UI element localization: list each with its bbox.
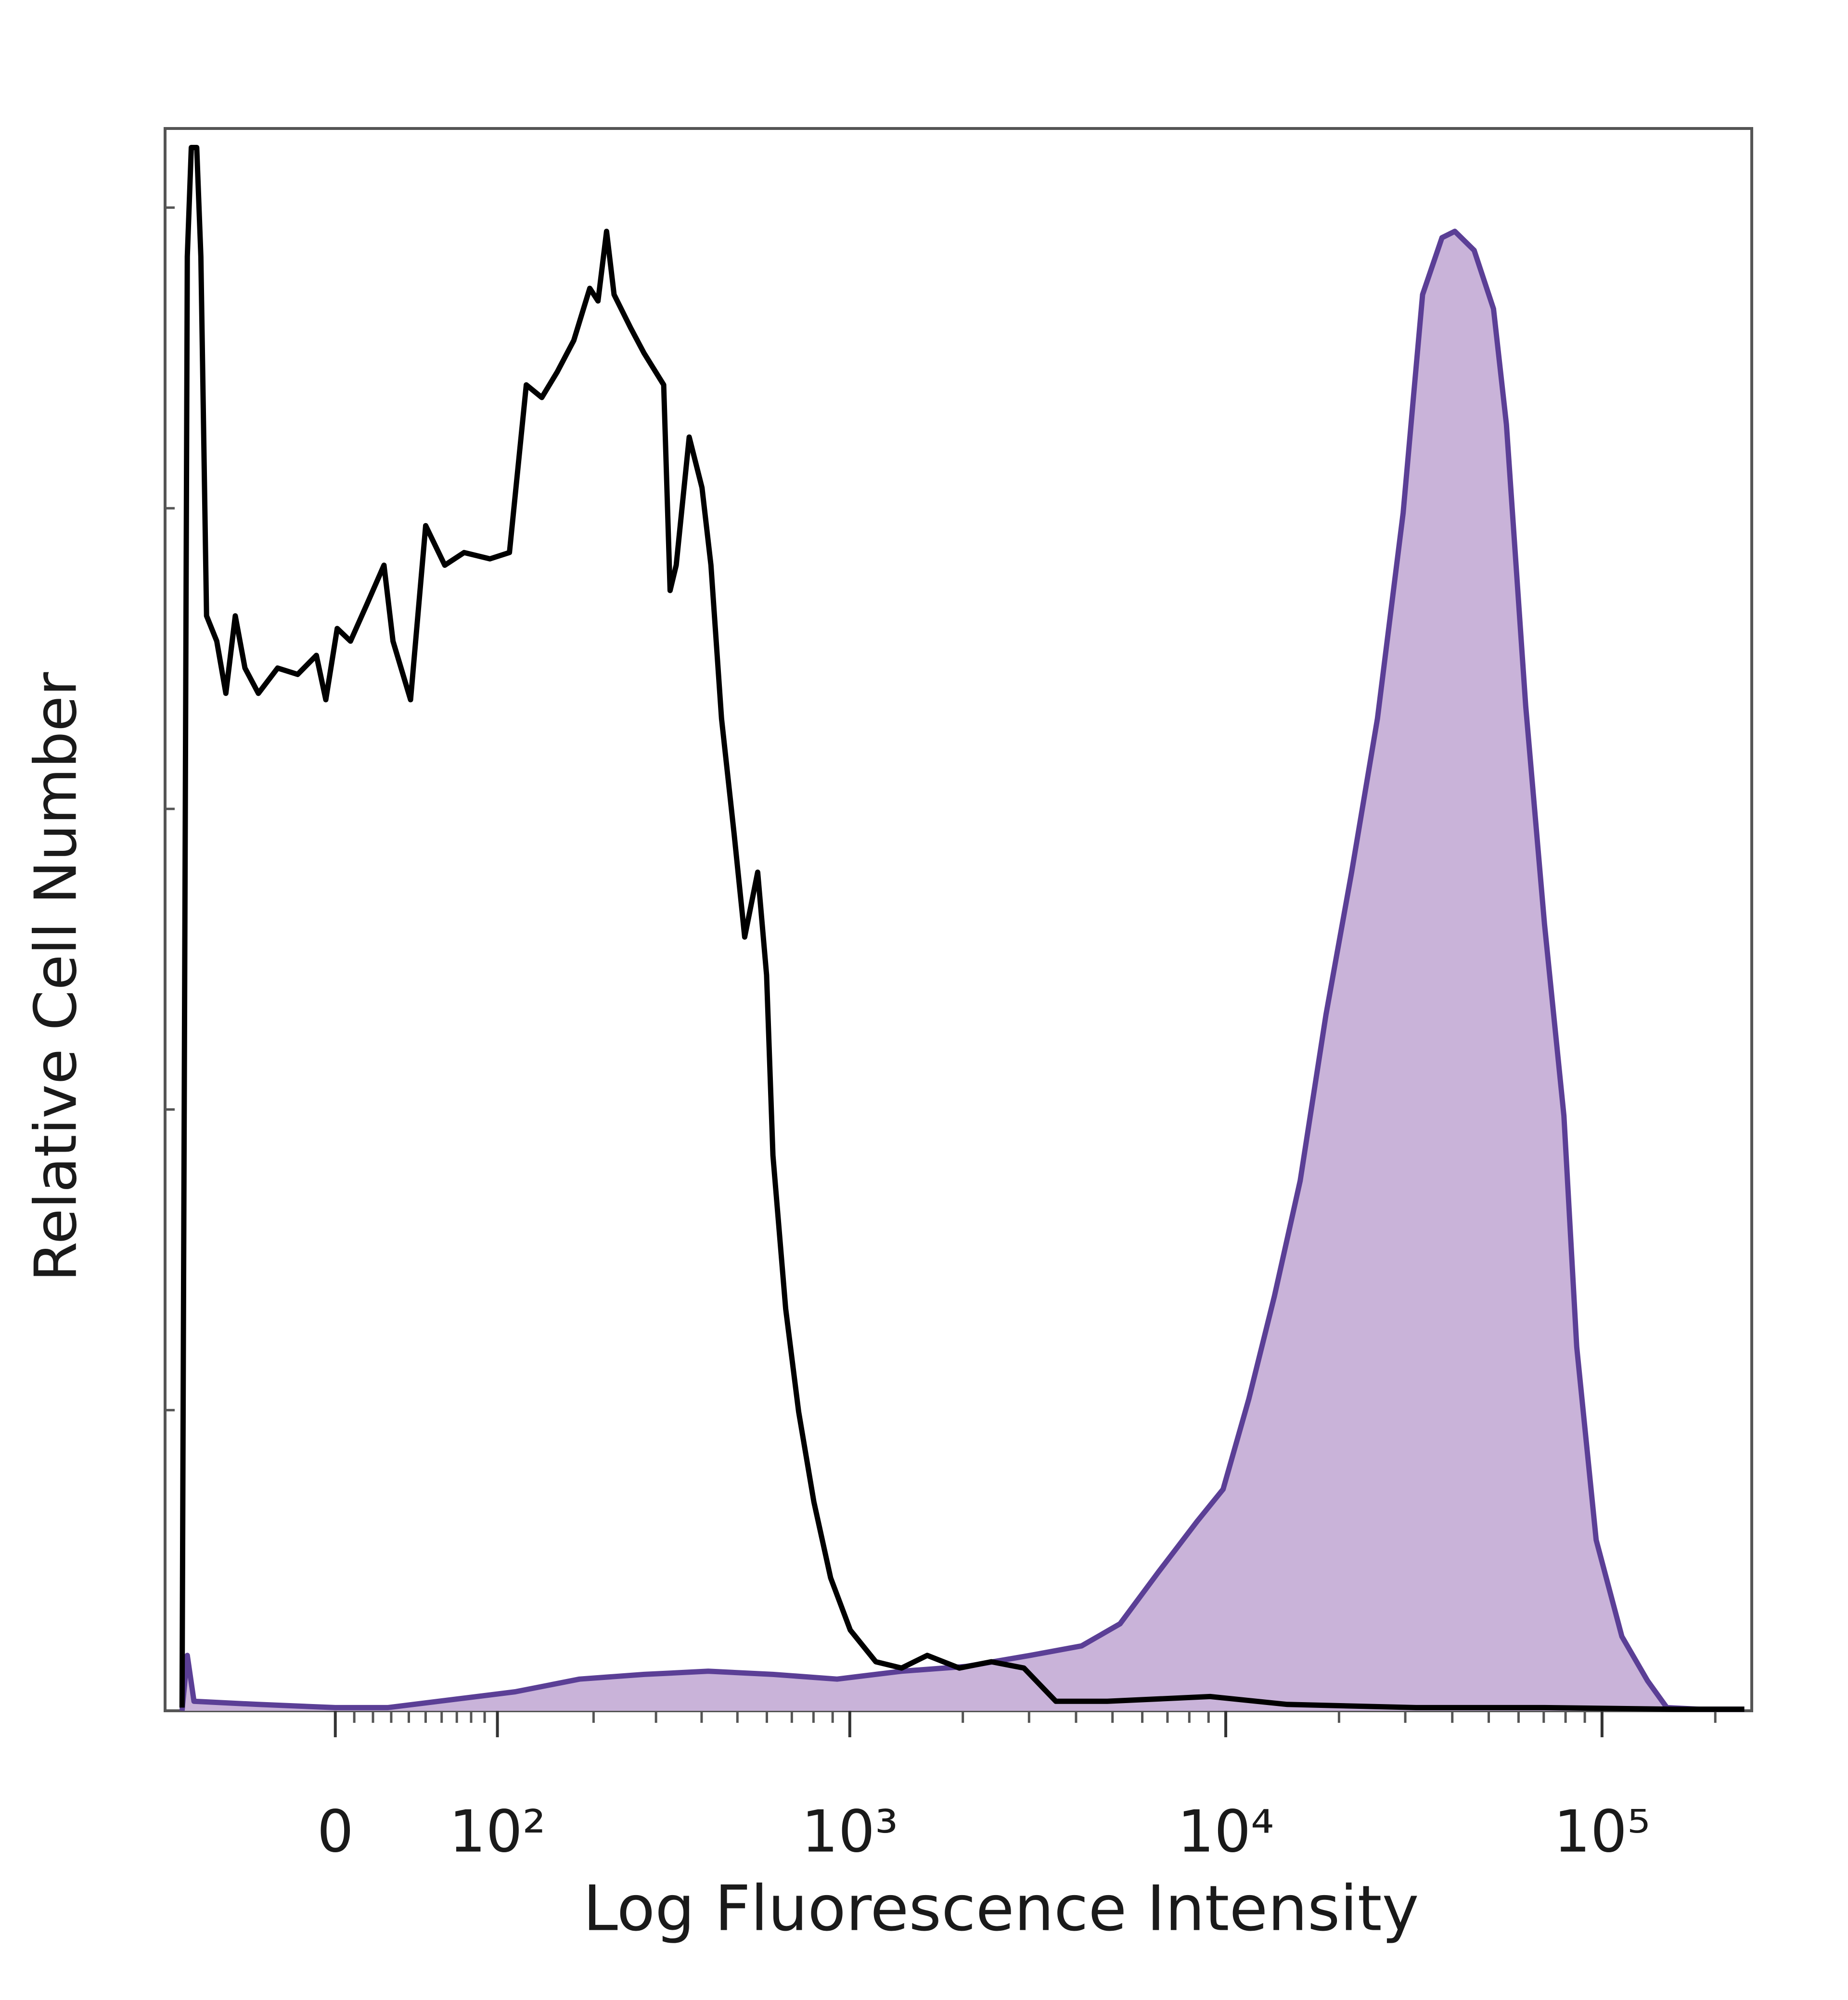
line — [179, 145, 1745, 1712]
line — [179, 229, 1745, 1712]
y-axis-label: Relative Cell Number — [23, 672, 90, 1282]
x-tick-label: 10³ — [801, 1799, 898, 1866]
area — [182, 231, 1745, 1711]
x-tick-label: 10² — [449, 1799, 546, 1866]
x-axis-label: Log Fluorescence Intensity — [583, 1872, 1419, 1945]
x-tick-label: 10⁴ — [1178, 1799, 1274, 1866]
x-tick-label: 10⁵ — [1553, 1799, 1650, 1866]
x-tick-label: 0 — [317, 1799, 354, 1866]
